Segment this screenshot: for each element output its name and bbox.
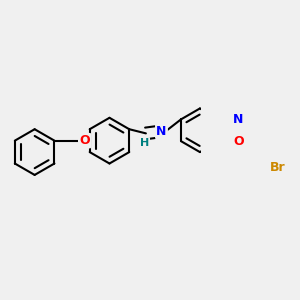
Text: O: O xyxy=(233,135,244,148)
Text: H: H xyxy=(140,138,149,148)
Text: N: N xyxy=(156,125,167,138)
Text: N: N xyxy=(233,113,244,126)
Text: O: O xyxy=(79,134,90,147)
Text: Br: Br xyxy=(270,161,286,174)
